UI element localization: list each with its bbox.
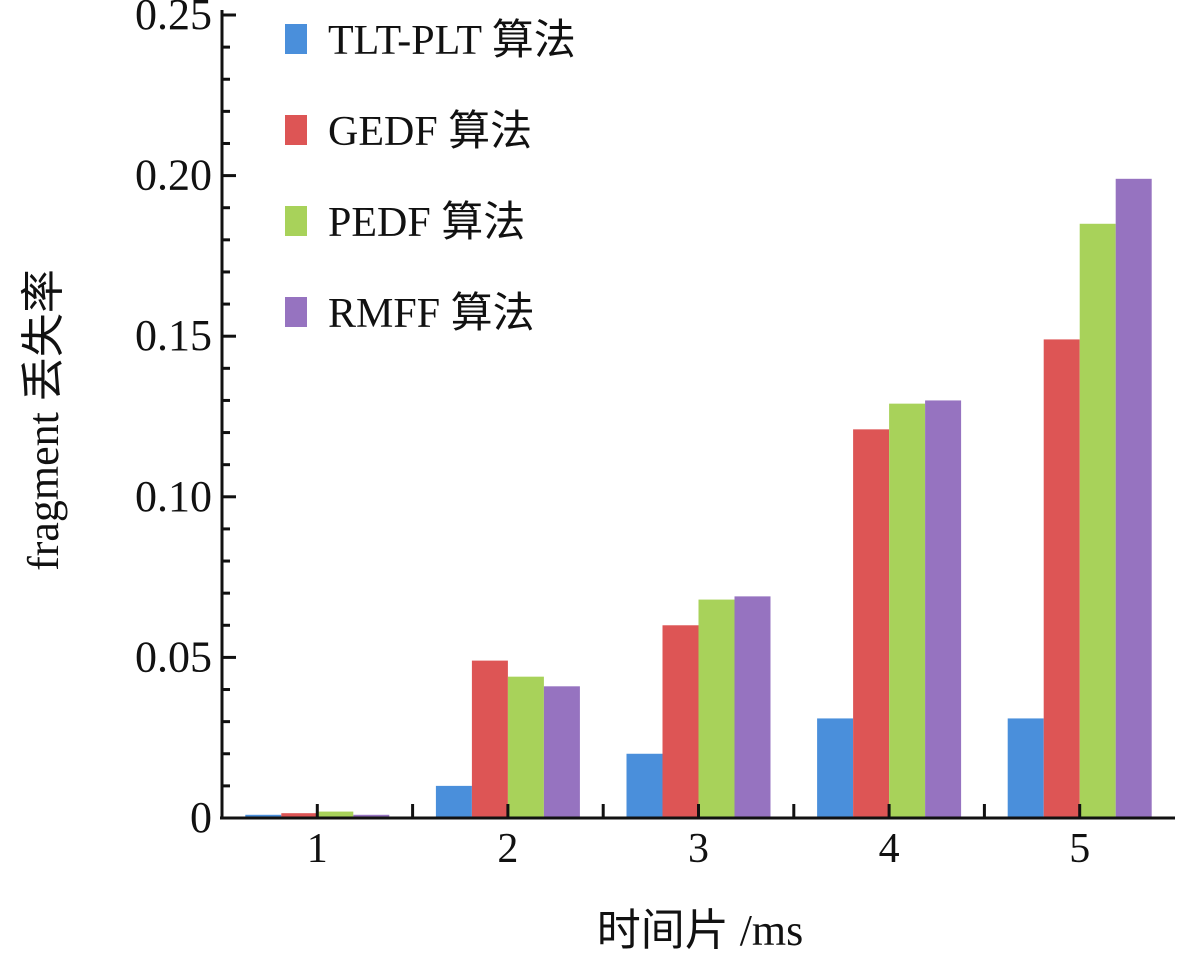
legend-swatch: [285, 115, 307, 145]
bar-TLT-PLT-4: [817, 718, 854, 818]
bars-layer: [245, 178, 1152, 818]
bar-RMFF-5: [1115, 178, 1152, 818]
axes-layer: 1 2 3 4 5 0 0.05 0.10 0.15 0.20 0.25: [135, 0, 1175, 872]
y-tick-label: 0.10: [135, 472, 212, 521]
bar-GEDF-5: [1043, 339, 1080, 818]
y-tick-label: 0.15: [135, 311, 212, 360]
bar-TLT-PLT-2: [435, 785, 472, 818]
legend-label: RMFF 算法: [328, 291, 535, 337]
x-tick-label: 4: [879, 826, 900, 872]
legend-label: TLT-PLT 算法: [328, 18, 576, 64]
legend: TLT-PLT 算法 GEDF 算法 PEDF 算法 RMFF 算法: [285, 18, 576, 337]
bar-GEDF-2: [471, 660, 508, 818]
x-tick-label: 3: [688, 826, 709, 872]
bar-PEDF-2: [507, 676, 544, 818]
bar-GEDF-3: [662, 625, 699, 818]
bar-RMFF-2: [543, 686, 580, 818]
bar-GEDF-1: [281, 813, 318, 818]
x-tick-label: 1: [307, 826, 328, 872]
y-tick-label: 0.20: [135, 151, 212, 200]
bar-TLT-PLT-1: [245, 814, 282, 818]
bar-TLT-PLT-5: [1007, 718, 1044, 818]
bar-GEDF-4: [853, 429, 890, 818]
bar-PEDF-1: [317, 811, 354, 818]
y-axis-label: fragment 丢失率: [19, 269, 68, 571]
legend-swatch: [285, 24, 307, 54]
x-tick-label: 5: [1069, 826, 1090, 872]
bar-PEDF-5: [1079, 223, 1116, 818]
bar-RMFF-3: [734, 596, 771, 818]
y-tick-label: 0.05: [135, 632, 212, 681]
y-tick-label: 0.25: [135, 0, 212, 39]
legend-label: GEDF 算法: [328, 109, 532, 155]
legend-swatch: [285, 206, 307, 236]
bar-RMFF-4: [925, 400, 962, 818]
x-axis-label: 时间片 /ms: [597, 906, 804, 955]
legend-label: PEDF 算法: [328, 200, 525, 246]
legend-swatch: [285, 297, 307, 327]
x-tick-label: 2: [497, 826, 518, 872]
bar-PEDF-4: [889, 403, 926, 818]
y-tick-label: 0: [190, 793, 212, 842]
bar-RMFF-1: [353, 814, 390, 818]
bar-PEDF-3: [698, 599, 735, 818]
bar-TLT-PLT-3: [626, 753, 663, 818]
